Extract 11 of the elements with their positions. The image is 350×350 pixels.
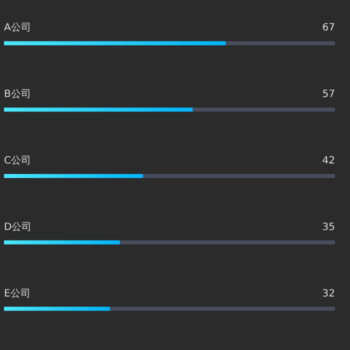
- data-label: 42: [322, 156, 335, 166]
- y-tick-label: E公司: [4, 287, 30, 300]
- y-tick-label: D公司: [4, 220, 32, 233]
- y-tick-label: C公司: [4, 154, 31, 166]
- data-label: 32: [322, 288, 335, 300]
- data-label: 57: [322, 89, 335, 100]
- y-tick-label: A公司: [4, 22, 31, 34]
- data-label: 67: [322, 22, 335, 34]
- bar: [4, 306, 110, 311]
- y-tick-label: B公司: [4, 88, 31, 100]
- data-label: 35: [322, 222, 335, 233]
